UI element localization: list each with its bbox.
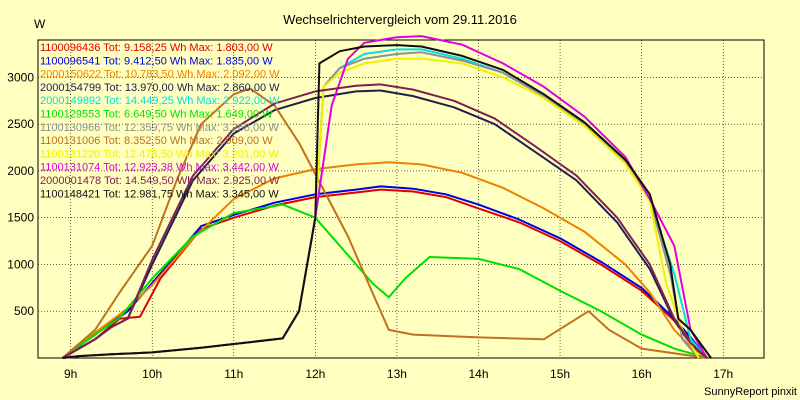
series-line-1 xyxy=(62,188,708,359)
x-tick-label: 16h xyxy=(632,367,652,381)
legend-entry: 2000154799 Tot: 13.970,00 Wh Max: 2.860,… xyxy=(40,82,280,94)
legend-entry: 1100148421 Tot: 12.981,75 Wh Max: 3.345,… xyxy=(40,188,279,200)
chart-title: Wechselrichtervergleich vom 29.11.2016 xyxy=(283,12,517,27)
x-tick-label: 15h xyxy=(550,367,570,381)
legend-entry: 1100129553 Tot: 6.649,50 Wh Max: 1.649,0… xyxy=(40,109,273,121)
x-tick-label: 11h xyxy=(224,367,243,381)
x-tick-label: 12h xyxy=(305,367,325,381)
footer-credit: SunnyReport pinxit xyxy=(704,386,797,398)
x-axis-ticks: 9h 10h 11h 12h 13h 14h 15h 16h 17h xyxy=(64,367,733,381)
legend-entry: 1100096436 Tot: 9.158,25 Wh Max: 1.803,0… xyxy=(40,42,273,54)
y-axis-ticks: 500 1000 1500 2000 2500 3000 xyxy=(7,70,34,318)
x-tick-label: 9h xyxy=(64,367,77,381)
legend-entry: 1100130966 Tot: 12.359,75 Wh Max: 3.268,… xyxy=(40,122,279,134)
series-line-8 xyxy=(61,87,708,359)
x-tick-label: 14h xyxy=(468,367,488,381)
series-line-12 xyxy=(62,44,712,359)
legend-entry: 2000149892 Tot: 14.449,25 Wh Max: 2.922,… xyxy=(40,95,280,107)
legend-entry: 1100096541 Tot: 9.412,50 Wh Max: 1.835,0… xyxy=(40,55,273,67)
legend: 1100096436 Tot: 9.158,25 Wh Max: 1.803,0… xyxy=(40,42,280,200)
series-line-6 xyxy=(61,203,708,359)
legend-entry: 2000001478 Tot: 14.549,50 Wh Max: 2.925,… xyxy=(40,175,280,187)
y-tick-label: 2500 xyxy=(7,117,34,131)
y-tick-label: 1000 xyxy=(7,257,34,271)
series-line-3 xyxy=(61,161,708,359)
y-tick-label: 3000 xyxy=(7,70,34,84)
legend-entry: 2000150622 Tot: 10.783,50 Wh Max: 2.092,… xyxy=(40,69,280,81)
series-lines xyxy=(61,35,712,359)
legend-entry: 1100131006 Tot: 8.352,50 Wh Max: 2.909,0… xyxy=(40,135,273,147)
series-line-11 xyxy=(62,83,708,359)
x-tick-label: 10h xyxy=(142,367,162,381)
x-tick-label: 17h xyxy=(713,367,733,381)
series-line-2 xyxy=(61,185,708,359)
legend-entry: 1100131074 Tot: 12.923,38 Wh Max: 3.442,… xyxy=(40,162,279,174)
y-axis-unit-label: W xyxy=(34,17,46,31)
x-tick-label: 13h xyxy=(387,367,407,381)
y-tick-label: 500 xyxy=(14,304,34,318)
legend-entry: 1100131220 Tot: 12.478,50 Wh Max: 3.201,… xyxy=(40,148,279,160)
y-tick-label: 2000 xyxy=(7,164,34,178)
y-tick-label: 1500 xyxy=(7,211,34,225)
